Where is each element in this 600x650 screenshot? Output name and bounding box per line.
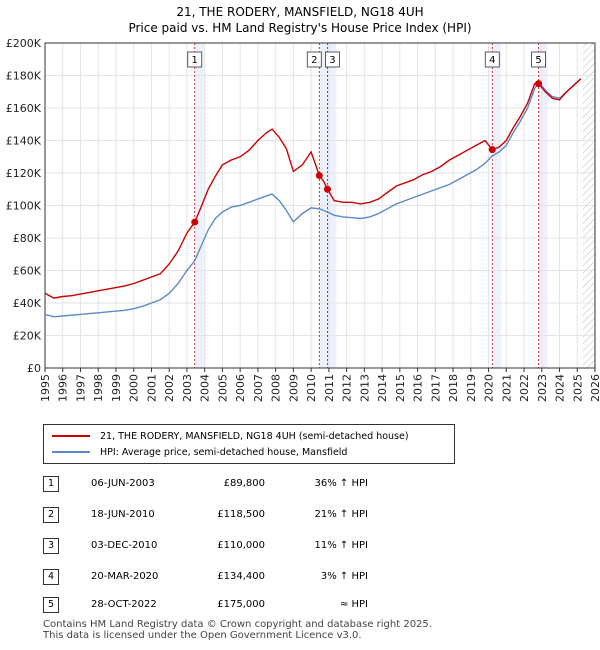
y-tick-label: £120K (6, 167, 42, 180)
x-tick-label: 2011 (323, 374, 336, 402)
chart-title: 21, THE RODERY, MANSFIELD, NG18 4UH (176, 5, 424, 19)
x-tick-label: 2012 (341, 374, 354, 402)
sale-date: 28-OCT-2022 (91, 599, 157, 610)
x-tick-label: 2007 (252, 374, 265, 402)
sale-row: 3 03-DEC-2010 £110,000 11% ↑ HPI (43, 538, 423, 554)
sale-hpi-diff: 21% ↑ HPI (314, 509, 368, 520)
legend-swatch-hpi (52, 451, 90, 453)
sale-label-box (325, 51, 340, 68)
x-tick-label: 2019 (465, 374, 478, 402)
x-tick-label: 2024 (554, 374, 567, 402)
y-tick-label: £100K (6, 200, 42, 213)
chart-legend: 21, THE RODERY, MANSFIELD, NG18 4UH (sem… (43, 424, 455, 464)
x-tick-label: 2022 (518, 374, 531, 402)
x-tick-label: 2015 (394, 374, 407, 402)
legend-item-property: 21, THE RODERY, MANSFIELD, NG18 4UH (sem… (52, 429, 409, 443)
series-line-property (44, 78, 582, 299)
x-tick-label: 1997 (74, 374, 87, 402)
sale-date: 20-MAR-2020 (91, 571, 159, 582)
sale-hpi-diff: 3% ↑ HPI (320, 571, 368, 582)
plot-frame (44, 42, 596, 369)
sale-number: 5 (43, 597, 59, 613)
sale-price: £175,000 (217, 599, 265, 610)
x-tick-label: 2014 (376, 374, 389, 402)
x-tick-label: 1999 (110, 374, 123, 402)
sale-hpi-diff: 36% ↑ HPI (314, 478, 368, 489)
sale-label-box (484, 51, 500, 68)
sale-label-box (531, 51, 546, 68)
footer-licence: This data is licensed under the Open Gov… (43, 630, 362, 641)
y-tick-label: £160K (6, 102, 42, 115)
sale-label-number: 3 (329, 55, 335, 66)
price-chart: £0 £20K £40K £60K £80K £100K £120K £140K £160K £1… (6, 37, 600, 402)
sale-label-number: 5 (535, 55, 541, 66)
x-tick-label: 2026 (589, 374, 600, 402)
x-tick-label: 2017 (429, 374, 442, 402)
sale-price: £110,000 (217, 540, 265, 551)
x-tick-label: 2000 (128, 374, 141, 402)
y-tick-label: £180K (6, 70, 42, 83)
sale-hpi-diff: ≈ HPI (339, 599, 368, 610)
y-tick-label: £40K (13, 297, 42, 310)
sale-number: 4 (43, 569, 59, 585)
sale-label-box (306, 51, 322, 68)
x-tick-label: 2009 (287, 374, 300, 402)
y-tick-label: £200K (6, 37, 42, 50)
x-tick-label: 2023 (536, 374, 549, 402)
sale-number: 2 (43, 507, 59, 523)
legend-item-hpi: HPI: Average price, semi-detached house,… (52, 445, 347, 459)
sale-label-number: 1 (192, 55, 198, 66)
x-tick-label: 1995 (39, 374, 52, 402)
x-tick-label: 2006 (234, 374, 247, 402)
y-tick-label: £80K (13, 232, 42, 245)
sale-row: 4 20-MAR-2020 £134,400 3% ↑ HPI (43, 569, 423, 585)
x-tick-label: 2018 (447, 374, 460, 402)
sale-number: 3 (43, 538, 59, 554)
sale-date: 06-JUN-2003 (91, 478, 155, 489)
series-line-hpi (44, 78, 582, 318)
sale-label-number: 2 (311, 55, 317, 66)
legend-label-property: 21, THE RODERY, MANSFIELD, NG18 4UH (sem… (100, 430, 409, 442)
sale-date: 03-DEC-2010 (91, 540, 158, 551)
y-tick-label: £60K (13, 265, 42, 278)
footer-copyright: Contains HM Land Registry data © Crown c… (43, 619, 432, 630)
sale-point (535, 80, 543, 88)
sale-price: £118,500 (217, 509, 265, 520)
y-tick-label: £0 (27, 362, 41, 375)
sale-row: 5 28-OCT-2022 £175,000 ≈ HPI (43, 597, 423, 613)
sale-label-box (187, 51, 203, 68)
x-tick-label: 2020 (483, 374, 496, 402)
x-tick-label: 1998 (92, 374, 105, 402)
sale-date: 18-JUN-2010 (91, 509, 155, 520)
sale-row: 2 18-JUN-2010 £118,500 21% ↑ HPI (43, 507, 423, 523)
sale-row: 1 06-JUN-2003 £89,800 36% ↑ HPI (43, 476, 423, 492)
x-tick-label: 2010 (305, 374, 318, 402)
sale-point (488, 146, 496, 154)
sale-hpi-diff: 11% ↑ HPI (314, 540, 368, 551)
x-tick-label: 2005 (216, 374, 229, 402)
sale-label-number: 4 (489, 55, 495, 66)
sale-number: 1 (43, 476, 59, 492)
sale-price: £89,800 (223, 478, 265, 489)
x-tick-label: 2004 (199, 374, 212, 402)
legend-swatch-property (52, 435, 90, 437)
x-tick-label: 2013 (358, 374, 371, 402)
chart-subtitle: Price paid vs. HM Land Registry's House … (128, 21, 472, 35)
sale-point (315, 171, 323, 179)
x-tick-label: 1996 (57, 374, 70, 402)
x-tick-label: 2021 (500, 374, 513, 402)
sale-point (323, 185, 331, 193)
sale-price: £134,400 (217, 571, 265, 582)
legend-label-hpi: HPI: Average price, semi-detached house,… (100, 446, 348, 458)
x-tick-label: 2016 (412, 374, 425, 402)
x-tick-label: 2002 (163, 374, 176, 402)
x-tick-label: 2008 (270, 374, 283, 402)
y-tick-label: £20K (13, 330, 42, 343)
x-tick-label: 2003 (181, 374, 194, 402)
y-tick-label: £140K (6, 135, 42, 148)
x-tick-label: 2001 (145, 374, 158, 402)
x-tick-label: 2025 (571, 374, 584, 402)
sale-point (191, 218, 199, 226)
